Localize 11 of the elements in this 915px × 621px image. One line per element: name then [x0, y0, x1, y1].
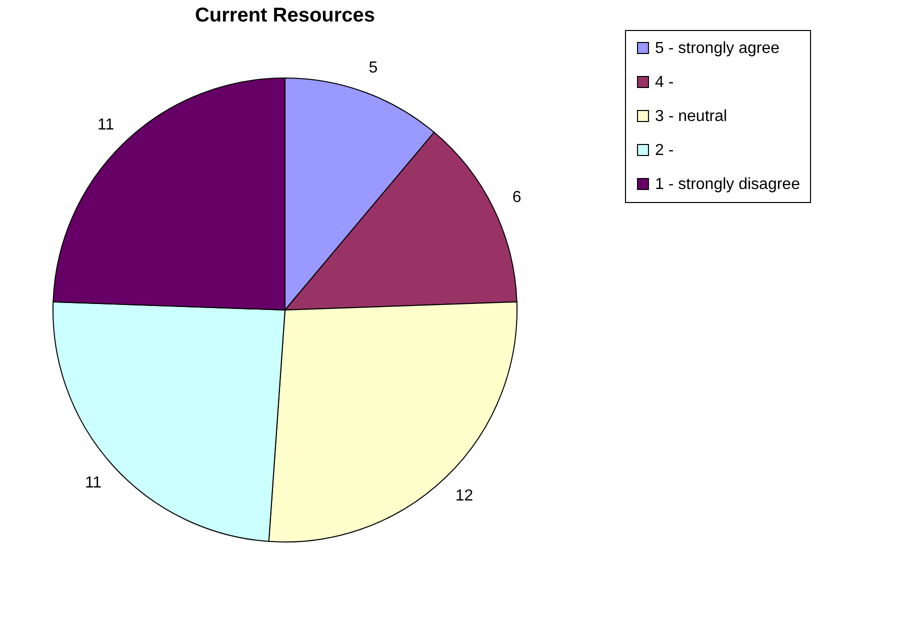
data-label: 6 [512, 188, 522, 206]
legend-label: 1 - strongly disagree [655, 176, 800, 193]
legend-label: 2 - [655, 142, 674, 159]
legend-label: 4 - [655, 74, 674, 91]
legend-label: 5 - strongly agree [655, 40, 780, 57]
data-label: 11 [97, 116, 114, 134]
legend-label: 3 - neutral [655, 108, 728, 125]
chart-title: Current Resources [194, 4, 376, 26]
data-label: 11 [84, 474, 102, 492]
data-label: 5 [368, 60, 378, 77]
data-label: 12 [455, 488, 474, 505]
